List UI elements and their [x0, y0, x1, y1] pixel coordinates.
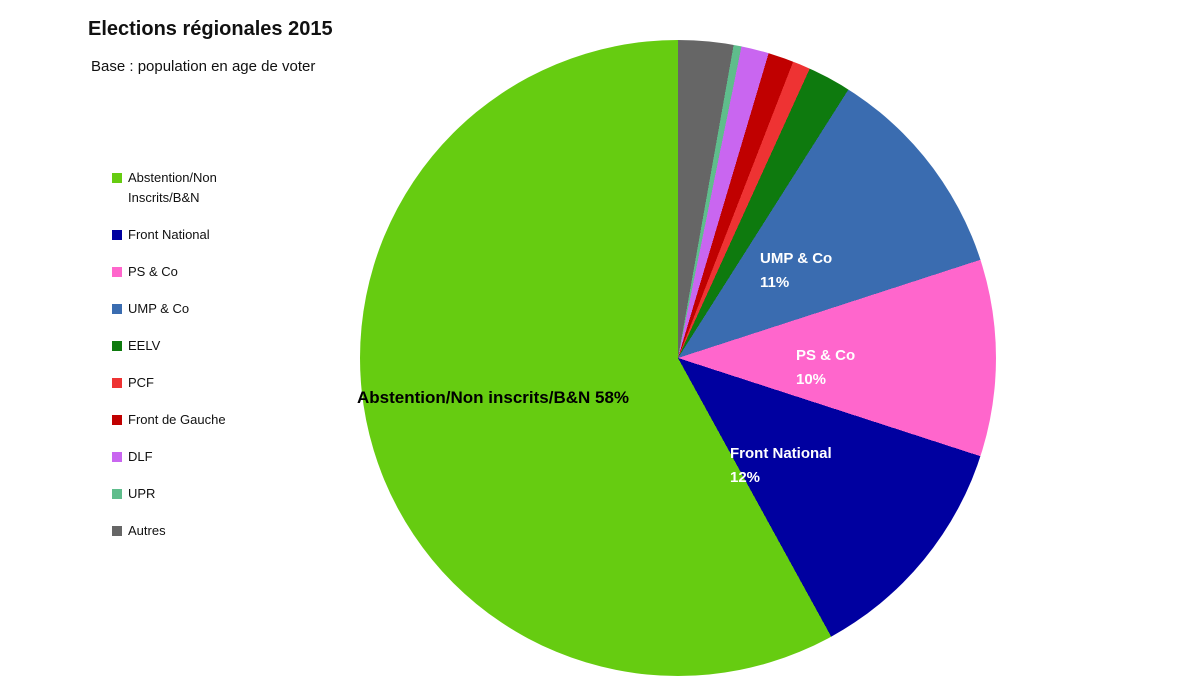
legend-item: Front de Gauche — [112, 410, 272, 430]
legend-swatch-icon — [112, 452, 122, 462]
legend-label: Front National — [128, 227, 210, 242]
legend-item: EELV — [112, 336, 272, 356]
chart-title: Elections régionales 2015 — [88, 18, 333, 40]
legend-item: Autres — [112, 521, 272, 541]
legend-swatch-icon — [112, 173, 122, 183]
legend-swatch-icon — [112, 267, 122, 277]
legend-swatch-icon — [112, 230, 122, 240]
slice-label-ump-co-name: UMP & Co — [760, 250, 833, 267]
slice-label-ump-co: UMP & Co 11% — [760, 247, 832, 295]
legend-item: PS & Co — [112, 262, 272, 282]
legend-swatch-icon — [112, 341, 122, 351]
legend-label: DLF — [128, 449, 153, 464]
slice-label-front-national-value: 12% — [730, 469, 761, 486]
legend-label: Abstention/Non Inscrits/B&N — [128, 170, 217, 205]
legend-swatch-icon — [112, 526, 122, 536]
legend-label: UPR — [128, 486, 156, 501]
legend-label: Front de Gauche — [128, 412, 226, 427]
legend-item: PCF — [112, 373, 272, 393]
slice-label-front-national-name: Front National — [730, 445, 832, 462]
legend: Abstention/Non Inscrits/B&N Front Nationa… — [112, 168, 272, 558]
slice-label-front-national: Front National 12% — [730, 442, 832, 490]
legend-label: PCF — [128, 375, 154, 390]
legend-item: Abstention/Non Inscrits/B&N — [112, 168, 272, 208]
legend-swatch-icon — [112, 378, 122, 388]
slice-label-ump-co-value: 11% — [760, 274, 790, 291]
slice-label-ps-co-name: PS & Co — [796, 347, 856, 364]
legend-swatch-icon — [112, 415, 122, 425]
legend-label: PS & Co — [128, 264, 178, 279]
slice-label-abstention: Abstention/Non inscrits/B&N 58% — [357, 388, 630, 407]
legend-item: UPR — [112, 484, 272, 504]
legend-item: UMP & Co — [112, 299, 272, 319]
slice-label-ps-co-value: 10% — [796, 371, 827, 388]
legend-label: UMP & Co — [128, 301, 190, 316]
slice-label-ps-co: PS & Co 10% — [796, 344, 855, 392]
chart-subtitle: Base : population en age de voter — [91, 58, 316, 75]
legend-label: Autres — [128, 523, 166, 538]
legend-swatch-icon — [112, 489, 122, 499]
legend-item: DLF — [112, 447, 272, 467]
legend-label: EELV — [128, 338, 161, 353]
legend-item: Front National — [112, 225, 272, 245]
pie — [360, 40, 996, 676]
legend-swatch-icon — [112, 304, 122, 314]
